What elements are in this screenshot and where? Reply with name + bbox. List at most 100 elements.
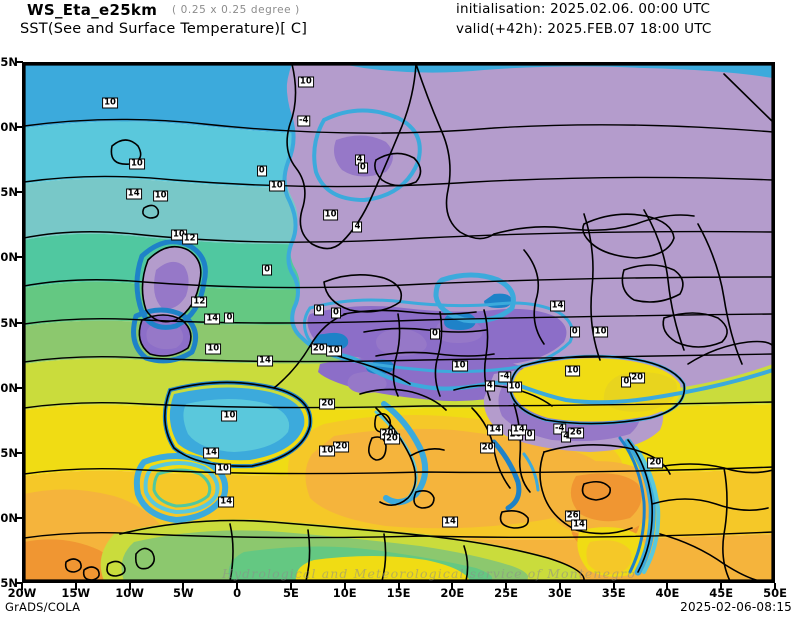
- contour-value-label: -4: [498, 371, 512, 383]
- contour-value-label: 20: [383, 433, 400, 445]
- contour-value-label: 0: [429, 328, 440, 340]
- variable-title: SST(See and Surface Temperature)[ C]: [20, 21, 308, 37]
- x-axis-tick-mark: [558, 583, 561, 590]
- contour-value-label: 0: [262, 264, 273, 276]
- x-axis-tick-label: 50E: [763, 586, 787, 600]
- contour-value-label: 0: [569, 326, 580, 338]
- contour-value-label: 10: [592, 326, 609, 338]
- contour-value-label: 14: [571, 519, 587, 531]
- contour-value-label: 10: [322, 209, 339, 221]
- contour-value-label: 10: [325, 345, 342, 357]
- contour-value-label: 4: [352, 221, 363, 233]
- x-axis-tick-mark: [343, 583, 346, 590]
- x-axis-tick-label: 5E: [282, 586, 299, 600]
- model-name: WS_Eta_e25km: [27, 1, 158, 19]
- x-axis-tick-label: 10W: [115, 586, 144, 600]
- contour-value-label: 14: [218, 496, 235, 508]
- y-axis-tick-label: 45N: [0, 315, 18, 330]
- contour-value-label: 10: [564, 365, 581, 377]
- contour-value-label: 0: [256, 165, 267, 177]
- x-axis-tick-mark: [128, 583, 131, 590]
- y-axis-tick-label: 25N: [0, 576, 18, 590]
- contour-value-label: 14: [125, 188, 142, 200]
- x-axis-tick-mark: [289, 583, 292, 590]
- x-axis-tick-mark: [182, 583, 185, 590]
- x-axis-tick-label: 5W: [173, 586, 194, 600]
- coastal-cold-ribbons: [131, 64, 773, 576]
- x-axis-tick-label: 20E: [440, 586, 465, 600]
- contour-value-label: -4: [296, 115, 311, 127]
- x-axis-tick-label: 25E: [494, 586, 518, 600]
- contour-value-label: -4: [552, 423, 567, 435]
- x-axis-tick-mark: [236, 583, 239, 590]
- contour-value-label: 0: [357, 162, 368, 174]
- grads-credit: GrADS/COLA: [5, 600, 81, 614]
- model-resolution: ( 0.25 x 0.25 degree ): [172, 4, 300, 16]
- y-axis-tick-label: 40N: [0, 380, 18, 395]
- y-axis-tick-mark: [16, 451, 23, 454]
- contour-value-label: 14: [549, 300, 566, 312]
- x-axis-tick-label: 15W: [61, 586, 91, 600]
- x-axis-tick-label: 45E: [709, 586, 734, 600]
- x-axis-tick-mark: [21, 583, 23, 590]
- contour-value-label: 0: [224, 312, 235, 324]
- contour-value-label: 0: [313, 304, 324, 316]
- contour-value-label: 12: [191, 296, 208, 308]
- contour-value-label: 0: [330, 307, 341, 319]
- contour-value-label: 20: [479, 442, 496, 454]
- contour-value-label: 20: [310, 343, 327, 355]
- x-axis-tick-mark: [774, 583, 776, 590]
- contour-value-label: 14: [442, 516, 458, 528]
- contour-value-label: 10: [451, 360, 468, 372]
- contour-value-label: 14: [204, 313, 221, 325]
- contour-value-label: 20: [647, 457, 664, 469]
- y-axis-tick-label: 50N: [0, 250, 18, 265]
- contour-value-label: 0: [524, 429, 535, 441]
- y-axis-tick-mark: [16, 61, 23, 63]
- y-axis-tick-mark: [16, 191, 23, 194]
- x-axis-tick-label: 10E: [332, 586, 357, 600]
- map-plot-area: 10 10 14 10 10 12 12 14 10 10 14 14 10 10 -4 0 10 4 0 10 4 0 0…: [22, 62, 775, 583]
- sst-contour-map: [24, 64, 773, 581]
- y-axis-tick-mark: [16, 256, 23, 259]
- x-axis-tick-label: 0: [233, 586, 242, 600]
- x-axis-tick-mark: [451, 583, 454, 590]
- contour-value-label: 10: [221, 410, 238, 422]
- y-axis-tick-mark: [16, 321, 23, 324]
- x-axis-tick-label: 20W: [7, 586, 37, 600]
- contour-value-label: 10: [319, 445, 336, 457]
- y-axis-tick-mark: [16, 126, 23, 129]
- x-axis-tick-label: 30E: [547, 586, 572, 600]
- x-axis-tick-mark: [612, 583, 615, 590]
- contour-value-label: 10: [215, 463, 231, 475]
- y-axis-tick-mark: [16, 582, 23, 584]
- generation-timestamp: 2025-02-06-08:15: [680, 600, 792, 614]
- y-axis-tick-mark: [16, 516, 23, 519]
- y-axis-tick-label: 65N: [0, 55, 18, 69]
- x-axis-tick-mark: [74, 583, 77, 590]
- x-axis-tick-mark: [397, 583, 400, 590]
- x-axis-tick-label: 15E: [386, 586, 411, 600]
- y-axis-tick-mark: [16, 386, 23, 389]
- contour-value-label: 10: [268, 180, 285, 192]
- initialisation-time: initialisation: 2025.02.06. 00:00 UTC: [456, 1, 711, 17]
- contour-value-label: 10: [102, 97, 118, 109]
- contour-value-label: 0: [621, 376, 632, 388]
- x-axis-tick-mark: [720, 583, 723, 590]
- y-axis-tick-label: 60N: [0, 120, 18, 135]
- y-axis-tick-label: 55N: [0, 185, 18, 200]
- contour-value-label: 14: [257, 355, 273, 367]
- x-axis-tick-mark: [666, 583, 669, 590]
- x-axis-tick-mark: [505, 583, 508, 590]
- contour-value-label: 20: [629, 372, 646, 384]
- y-axis-tick-label: 35N: [0, 445, 18, 460]
- contour-value-label: 4: [484, 380, 495, 392]
- contour-value-label: 14: [203, 447, 220, 459]
- contour-value-label: 10: [129, 158, 145, 170]
- contour-value-label: 10: [506, 381, 523, 393]
- contour-value-label: 20: [333, 441, 350, 453]
- y-axis-tick-label: 30N: [0, 510, 18, 525]
- contour-value-label: 14: [487, 424, 504, 436]
- contour-value-label: 12: [181, 233, 198, 245]
- contour-value-label: 10: [205, 343, 222, 355]
